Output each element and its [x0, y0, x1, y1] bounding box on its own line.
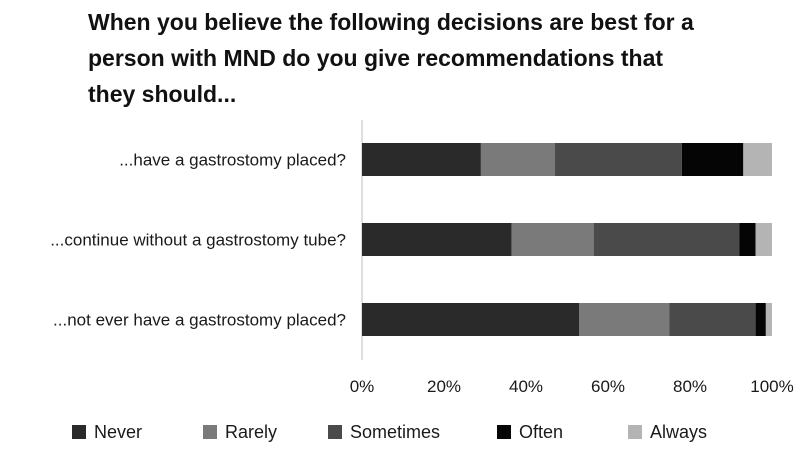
bar-always-3 [765, 303, 772, 336]
legend-label-always: Always [650, 422, 707, 442]
legend-swatch-often [497, 425, 511, 439]
chart-title-line-3: they should... [88, 81, 237, 107]
bar-always-1 [743, 143, 772, 176]
chart-title-line-2: person with MND do you give recommendati… [88, 45, 664, 71]
bar-never-3 [362, 303, 580, 336]
x-tick-label-40pct: 40% [509, 377, 543, 396]
bar-often-3 [755, 303, 766, 336]
bar-always-2 [755, 223, 772, 256]
category-label-3: ...not ever have a gastrostomy placed? [53, 311, 346, 330]
bar-often-2 [739, 223, 756, 256]
bar-rarely-1 [480, 143, 555, 176]
bar-rarely-3 [579, 303, 670, 336]
legend-label-often: Often [519, 422, 563, 442]
chart-title-line-1: When you believe the following decisions… [88, 9, 694, 35]
chart-title: When you believe the following decisions… [88, 4, 788, 112]
x-tick-label-80pct: 80% [673, 377, 707, 396]
x-tick-label-20pct: 20% [427, 377, 461, 396]
bar-never-2 [362, 223, 512, 256]
bar-often-1 [681, 143, 744, 176]
legend-label-rarely: Rarely [225, 422, 277, 442]
category-label-2: ...continue without a gastrostomy tube? [50, 231, 346, 250]
bar-rarely-2 [511, 223, 594, 256]
legend-swatch-never [72, 425, 86, 439]
bar-sometimes-2 [593, 223, 740, 256]
legend-swatch-always [628, 425, 642, 439]
legend-swatch-rarely [203, 425, 217, 439]
bar-sometimes-3 [669, 303, 756, 336]
x-tick-label-0pct: 0% [350, 377, 375, 396]
bar-sometimes-1 [554, 143, 682, 176]
x-tick-label-60pct: 60% [591, 377, 625, 396]
legend-swatch-sometimes [328, 425, 342, 439]
legend-label-sometimes: Sometimes [350, 422, 440, 442]
category-label-1: ...have a gastrostomy placed? [119, 151, 346, 170]
x-tick-label-100pct: 100% [750, 377, 793, 396]
legend-label-never: Never [94, 422, 142, 442]
bar-never-1 [362, 143, 481, 176]
